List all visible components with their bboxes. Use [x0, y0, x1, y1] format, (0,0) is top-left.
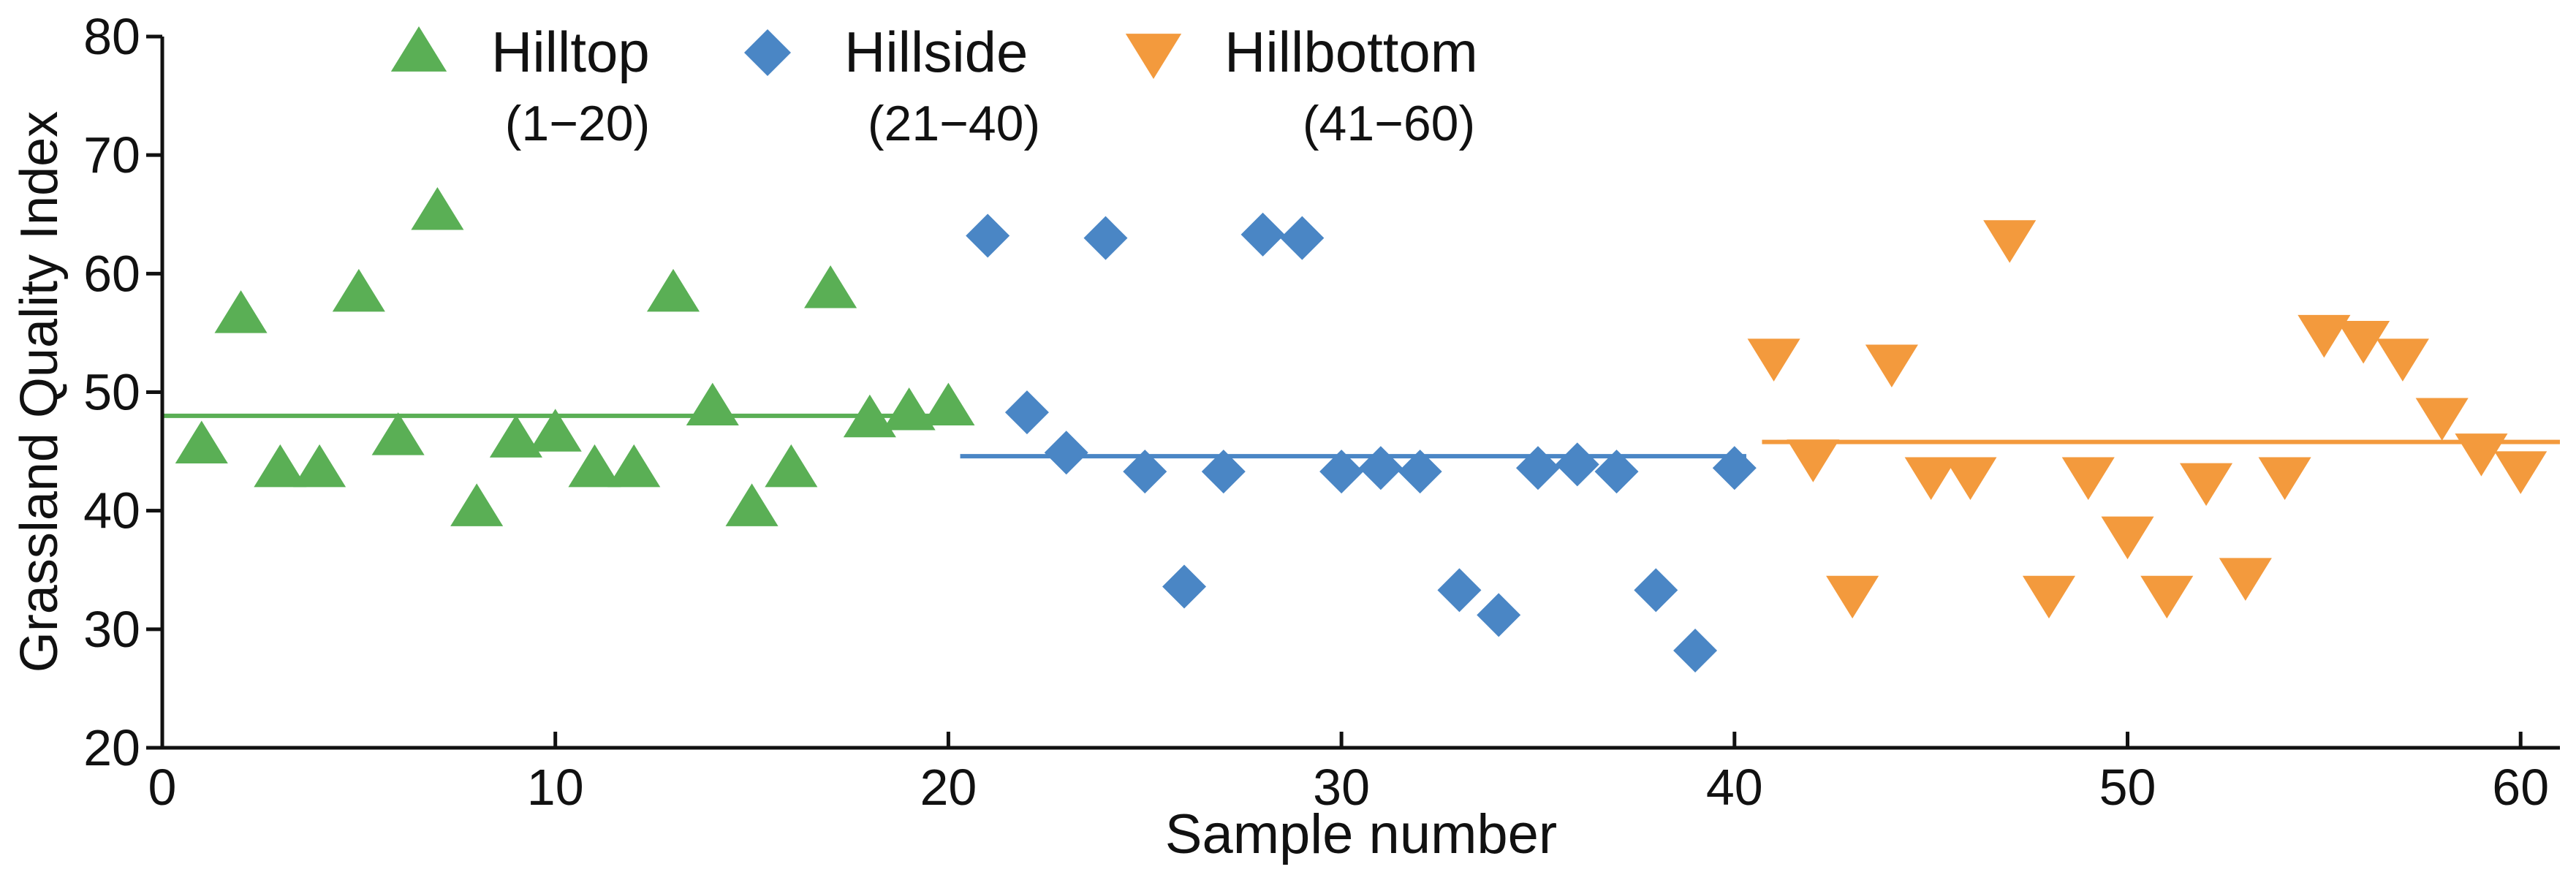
hilltop-point	[686, 382, 739, 426]
hillside-point	[1477, 593, 1521, 637]
hillbottom-point	[2219, 558, 2272, 601]
hillbottom-point	[2337, 321, 2390, 364]
hillbottom-point	[1747, 338, 1800, 382]
hillside-point	[1358, 446, 1403, 490]
hillbottom-point	[2297, 314, 2351, 358]
hilltop-point	[843, 394, 896, 438]
hilltop-point	[646, 268, 700, 312]
y-tick-label: 70	[83, 126, 140, 183]
hillside-legend-marker	[744, 29, 791, 76]
hillside-point	[1004, 390, 1049, 435]
hillbottom-point	[2455, 433, 2508, 477]
hilltop-point	[568, 444, 621, 488]
hillbottom-point	[2494, 451, 2547, 494]
x-tick-label: 20	[920, 759, 977, 816]
hillside-point	[1515, 446, 1560, 490]
hillside-point	[1162, 564, 1207, 609]
hilltop-point	[214, 290, 268, 333]
hillside-point	[1240, 212, 1285, 257]
hilltop-point	[804, 265, 857, 308]
y-ticks: 20 30 40 50 60 70 80	[83, 8, 162, 776]
hillbottom-point	[1983, 220, 2037, 263]
hillbottom-point	[1826, 575, 1879, 619]
hillbottom-point	[2415, 398, 2469, 441]
hillside-point	[1398, 450, 1442, 494]
hilltop-legend-label: Hilltop	[491, 20, 650, 84]
hilltop-point	[607, 444, 661, 488]
hilltop-point	[489, 414, 542, 458]
legend: Hilltop (1−20) Hillside (21−40) Hillbottom (4…	[390, 20, 1478, 151]
x-tick-label: 0	[148, 759, 177, 816]
hillside-point	[1280, 216, 1325, 260]
hillbottom-point	[1787, 439, 1840, 482]
x-tick-label: 60	[2492, 759, 2549, 816]
data-points	[175, 187, 2547, 673]
hillbottom-legend-range: (41−60)	[1303, 96, 1475, 151]
y-tick-label: 40	[83, 482, 140, 539]
hillside-point	[966, 213, 1010, 258]
hillbottom-point	[2061, 457, 2115, 501]
hillside-legend-label: Hillside	[844, 20, 1028, 84]
hilltop-point	[332, 268, 385, 312]
x-tick-label: 10	[527, 759, 584, 816]
hillbottom-point	[2376, 338, 2429, 382]
hillbottom-point	[1944, 457, 1997, 501]
hillbottom-point	[2022, 575, 2076, 619]
axes: 20 30 40 50 60 70 80 0 10 20 30 40 50 60 Sample numb…	[10, 8, 2560, 865]
hilltop-point	[725, 483, 779, 526]
hilltop-point	[882, 387, 936, 431]
y-tick-label: 80	[83, 8, 140, 65]
hillside-point	[1201, 450, 1246, 494]
hillbottom-point	[2140, 575, 2194, 619]
y-axis-label: Grassland Quality Index	[10, 111, 69, 672]
hillbottom-point	[2101, 516, 2154, 560]
hillbottom-point	[1904, 457, 1958, 501]
x-axis-label: Sample number	[1165, 803, 1558, 865]
hillside-legend-range: (21−40)	[868, 96, 1040, 151]
hilltop-legend-marker	[390, 26, 447, 72]
hilltop-point	[254, 444, 307, 488]
hilltop-point	[922, 382, 975, 426]
y-tick-label: 60	[83, 245, 140, 302]
hillside-point	[1437, 568, 1482, 613]
hilltop-point	[529, 409, 582, 452]
x-tick-label: 30	[1313, 759, 1370, 816]
hillside-point	[1044, 431, 1088, 475]
hillside-point	[1319, 450, 1364, 494]
hillside-point	[1083, 216, 1128, 260]
hillbottom-point	[2180, 463, 2233, 507]
hillbottom-point	[1865, 344, 1918, 387]
hilltop-point	[175, 420, 228, 463]
hillside-point	[1634, 568, 1678, 613]
hilltop-point	[450, 483, 504, 526]
x-tick-label: 50	[2099, 759, 2156, 816]
hilltop-legend-range: (1−20)	[505, 96, 650, 151]
hillside-point	[1594, 450, 1639, 494]
x-ticks: 0 10 20 30 40 50 60	[148, 732, 2549, 816]
hillbottom-legend-marker	[1125, 34, 1182, 79]
hillside-point	[1712, 446, 1757, 490]
hillside-point	[1555, 442, 1599, 487]
y-tick-label: 30	[83, 601, 140, 658]
y-tick-label: 20	[83, 719, 140, 776]
hilltop-point	[293, 444, 346, 488]
hillbottom-point	[2258, 457, 2311, 501]
hillside-point	[1123, 450, 1167, 494]
hilltop-point	[765, 444, 818, 488]
y-tick-label: 50	[83, 364, 140, 421]
hillbottom-legend-label: Hillbottom	[1224, 20, 1478, 84]
hilltop-point	[371, 412, 425, 455]
hillside-point	[1673, 629, 1718, 673]
x-tick-label: 40	[1706, 759, 1763, 816]
hilltop-point	[411, 187, 464, 230]
